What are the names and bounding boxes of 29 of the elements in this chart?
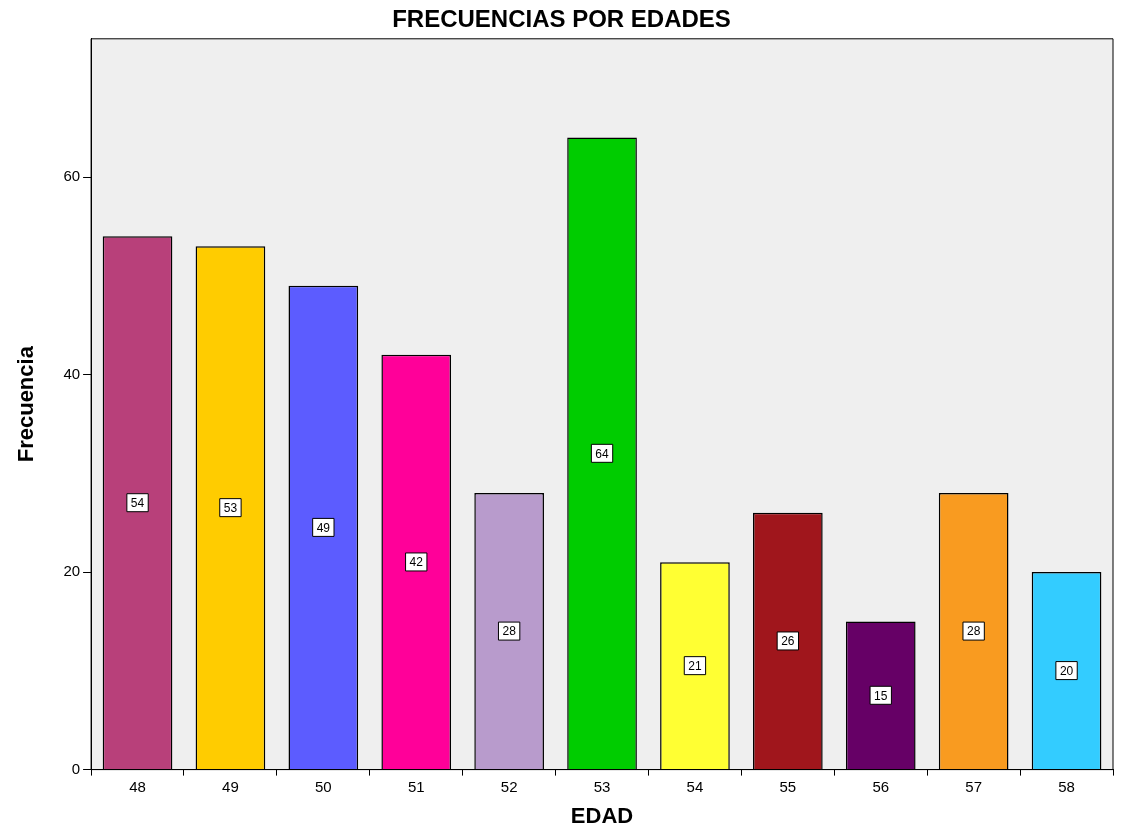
x-tick-label: 55 [779,777,797,795]
x-tick-label: 53 [593,777,611,795]
x-tick-label: 57 [965,777,982,795]
data-label: 42 [409,555,424,570]
x-tick-label: 52 [500,777,518,795]
data-label: 53 [223,500,238,515]
y-axis-title: Frecuencia [13,345,39,463]
x-tick-label: 54 [686,777,704,795]
data-label: 15 [874,688,888,703]
x-tick-label: 49 [222,777,239,795]
x-tick-label: 48 [129,777,146,795]
data-label: 54 [130,496,145,511]
chart-title: FRECUENCIAS POR EDADES [392,5,731,33]
data-label: 28 [502,624,517,639]
y-tick-label: 60 [63,167,81,185]
data-label: 49 [316,520,331,535]
y-tick-label: 40 [63,364,81,382]
x-tick-label: 58 [1058,777,1075,795]
x-tick-label: 56 [872,777,890,795]
data-label: 20 [1059,663,1074,678]
y-tick-label: 20 [63,562,81,580]
data-label: 28 [966,624,981,639]
data-label: 21 [688,658,702,673]
data-label: 26 [781,634,795,649]
x-axis-title: EDAD [570,802,634,828]
x-tick-label: 50 [314,777,332,795]
data-label: 64 [595,446,610,461]
x-tick-label: 51 [407,777,425,795]
y-tick-label: 0 [71,759,81,777]
